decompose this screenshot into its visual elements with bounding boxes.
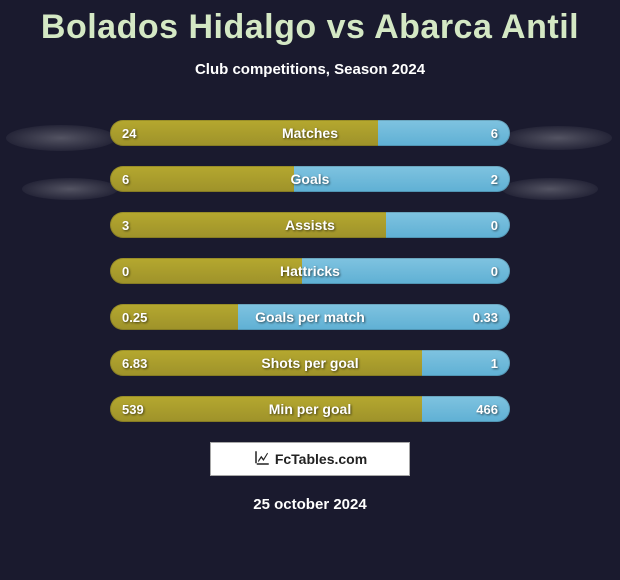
stat-bar: 30Assists [110,212,510,238]
page-title: Bolados Hidalgo vs Abarca Antil [0,0,620,47]
stat-bar: 246Matches [110,120,510,146]
stat-label: Assists [110,212,510,238]
stat-label: Min per goal [110,396,510,422]
chart-icon [253,449,271,470]
stat-label: Shots per goal [110,350,510,376]
stat-bar: 62Goals [110,166,510,192]
player-left-shadow-2 [22,178,118,200]
player-left-shadow-1 [6,125,116,151]
stat-label: Matches [110,120,510,146]
date-text: 25 october 2024 [0,496,620,513]
stat-label: Goals per match [110,304,510,330]
stat-bar: 6.831Shots per goal [110,350,510,376]
watermark-text: FcTables.com [275,451,367,467]
comparison-bars: 246Matches 62Goals 30Assists 00Hattricks 0.2… [110,120,510,422]
subtitle: Club competitions, Season 2024 [0,61,620,78]
stat-bar: 00Hattricks [110,258,510,284]
watermark-badge: FcTables.com [210,442,410,476]
stat-label: Goals [110,166,510,192]
player-right-shadow-2 [502,178,598,200]
player-right-shadow-1 [504,126,612,150]
stat-label: Hattricks [110,258,510,284]
stat-bar: 0.250.33Goals per match [110,304,510,330]
stat-bar: 539466Min per goal [110,396,510,422]
